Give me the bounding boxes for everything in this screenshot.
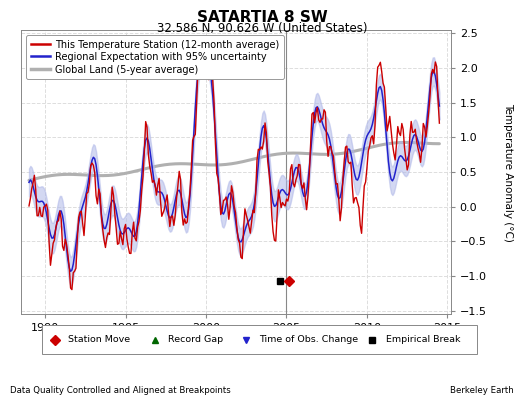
Text: Berkeley Earth: Berkeley Earth	[450, 386, 514, 395]
Text: Station Move: Station Move	[68, 335, 130, 344]
Text: Time of Obs. Change: Time of Obs. Change	[259, 335, 358, 344]
Text: 32.586 N, 90.626 W (United States): 32.586 N, 90.626 W (United States)	[157, 22, 367, 35]
Text: Record Gap: Record Gap	[168, 335, 223, 344]
FancyBboxPatch shape	[42, 325, 477, 354]
Legend: This Temperature Station (12-month average), Regional Expectation with 95% uncer: This Temperature Station (12-month avera…	[26, 35, 284, 80]
Text: SATARTIA 8 SW: SATARTIA 8 SW	[196, 10, 328, 25]
Text: Data Quality Controlled and Aligned at Breakpoints: Data Quality Controlled and Aligned at B…	[10, 386, 231, 395]
Text: Empirical Break: Empirical Break	[386, 335, 460, 344]
Y-axis label: Temperature Anomaly (°C): Temperature Anomaly (°C)	[504, 102, 514, 242]
